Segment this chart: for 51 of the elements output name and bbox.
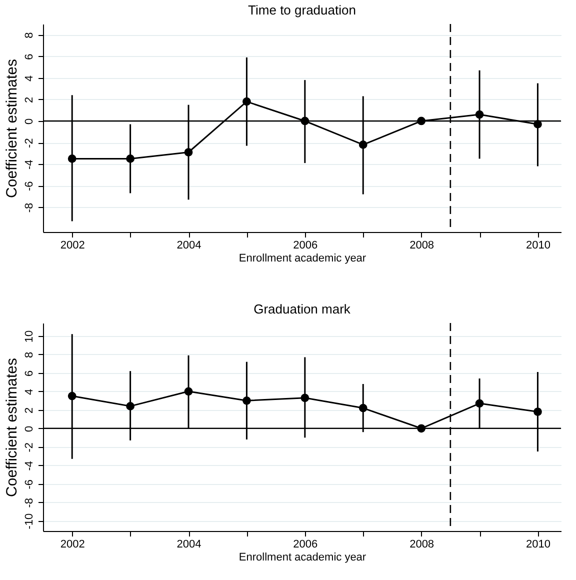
y-tick-label: -6 (24, 181, 36, 192)
y-tick-label: 8 (24, 32, 36, 38)
y-tick-label: -8 (24, 202, 36, 213)
point (68, 392, 76, 400)
y-tick-label: 10 (24, 330, 36, 343)
point (184, 148, 193, 156)
chart-title: Graduation mark (254, 301, 351, 316)
x-tick-label: 2002 (60, 240, 85, 252)
x-tick-label: 2008 (410, 538, 434, 550)
point (358, 140, 368, 149)
point (475, 110, 484, 119)
y-tick-label: -2 (24, 442, 36, 452)
x-tick-label: 2002 (60, 538, 85, 550)
point (126, 154, 134, 163)
y-axis-title: Coefficient estimates (4, 59, 20, 198)
point (300, 394, 310, 402)
point (475, 399, 484, 408)
y-tick-label: -2 (24, 138, 36, 148)
chart-title: Time to graduation (248, 2, 356, 18)
y-tick-label: 8 (24, 352, 36, 358)
point (358, 404, 368, 412)
point (534, 408, 542, 416)
x-tick-label: 2010 (526, 240, 550, 252)
x-tick-label: 2004 (176, 538, 202, 550)
x-axis-title: Enrollment academic year (238, 252, 366, 264)
y-tick-label: 4 (24, 75, 36, 82)
y-tick-label: 6 (24, 370, 36, 376)
y-tick-label: -4 (24, 160, 36, 170)
point (534, 120, 542, 128)
point (68, 154, 76, 163)
y-tick-label: 0 (24, 118, 36, 125)
x-axis-title: Enrollment academic year (238, 552, 366, 564)
y-tick-label: 2 (24, 407, 36, 414)
point (126, 402, 134, 410)
x-tick-label: 2004 (176, 240, 202, 252)
y-tick-label: 4 (24, 388, 36, 395)
x-tick-label: 2006 (293, 240, 318, 252)
y-tick-label: -10 (24, 513, 36, 530)
point (242, 396, 251, 405)
y-tick-label: 0 (24, 426, 36, 432)
x-tick-label: 2006 (293, 538, 318, 550)
y-tick-label: 2 (24, 96, 36, 104)
y-tick-label: 6 (24, 54, 36, 60)
point (184, 387, 193, 396)
y-tick-label: -6 (24, 479, 36, 490)
x-tick-label: 2008 (410, 240, 434, 252)
y-axis-title: Coefficient estimates (4, 358, 20, 497)
y-tick-label: -4 (24, 460, 36, 471)
point (242, 97, 251, 106)
x-tick-label: 2010 (526, 538, 550, 550)
y-tick-label: -8 (24, 498, 36, 508)
